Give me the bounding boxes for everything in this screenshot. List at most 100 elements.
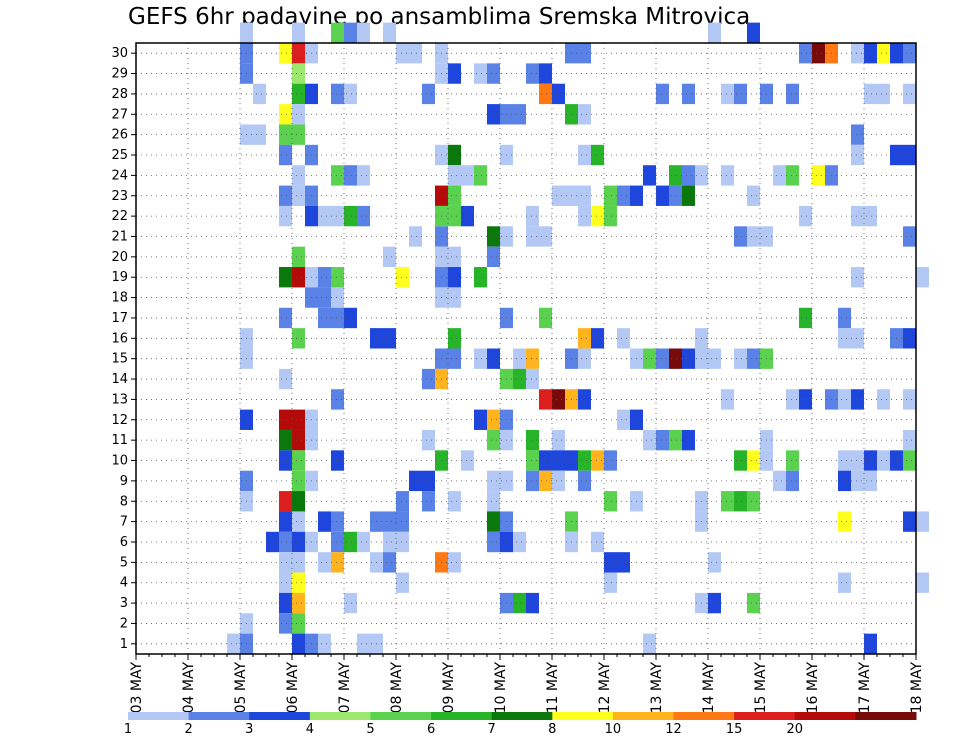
precip-cell [513, 104, 526, 125]
x-tick-label: 07 MAY [337, 662, 353, 714]
precip-cell [474, 267, 487, 288]
y-tick-label: 15 [111, 352, 128, 367]
precip-cell [552, 429, 565, 451]
precip-cell [487, 63, 500, 84]
precip-cell [357, 22, 370, 43]
precip-cell [552, 389, 565, 410]
precip-cell [279, 491, 292, 512]
precip-cell [903, 328, 916, 349]
precip-cell [864, 205, 877, 227]
precip-cell [292, 491, 305, 512]
precip-cell [461, 205, 474, 227]
precip-cell [838, 389, 851, 410]
precip-cell [318, 287, 331, 308]
precip-cell [786, 470, 799, 492]
precip-cell [656, 185, 669, 206]
legend-color-swatch [552, 712, 614, 720]
y-tick-label: 4 [120, 576, 128, 591]
precip-cell [344, 83, 357, 105]
precip-cell [539, 450, 552, 471]
precip-cell [292, 124, 305, 145]
precip-cell [461, 165, 474, 186]
x-tick-label: 09 MAY [441, 662, 457, 714]
y-tick-label: 25 [111, 148, 128, 163]
precip-cell [331, 531, 344, 553]
precip-cell [279, 511, 292, 532]
y-tick-label: 17 [111, 311, 128, 326]
precip-cell [487, 511, 500, 532]
precip-cell [747, 592, 760, 614]
precip-cell [396, 267, 409, 288]
precip-cell [851, 267, 864, 288]
precip-cell [487, 226, 500, 247]
precip-cell [838, 328, 851, 349]
precip-cell [656, 348, 669, 369]
legend-level-label: 10 [605, 722, 622, 737]
precip-cell [734, 491, 747, 512]
precip-cell [422, 368, 435, 390]
precip-cell [292, 592, 305, 614]
precip-cell [773, 165, 786, 186]
precip-cell [604, 185, 617, 206]
precip-cell [903, 429, 916, 451]
precip-cell [292, 572, 305, 593]
precip-cell [396, 491, 409, 512]
legend-color-swatch [612, 712, 675, 720]
precip-cell [396, 43, 409, 64]
precip-cell [357, 165, 370, 186]
precip-cell [851, 450, 864, 471]
precip-cell [331, 552, 344, 573]
precip-cell [331, 450, 344, 471]
precip-cell [292, 246, 305, 268]
precip-cell [877, 43, 890, 64]
precip-cell [279, 409, 292, 430]
precip-cell [604, 450, 617, 471]
precip-cell [708, 22, 721, 43]
legend-color-swatch [128, 712, 190, 720]
precip-cell [851, 43, 864, 64]
precip-cell [734, 348, 747, 369]
precip-cell [877, 83, 890, 105]
precip-cell [747, 22, 760, 43]
precip-cell [851, 124, 864, 145]
precip-cell [279, 124, 292, 145]
precip-cell [513, 348, 526, 369]
y-tick-label: 22 [111, 209, 128, 224]
precip-cell [578, 328, 591, 349]
precip-cell [903, 226, 916, 247]
y-tick-label: 26 [111, 128, 128, 143]
precip-cell [591, 450, 604, 471]
precip-cell [344, 307, 357, 329]
precip-cell [877, 389, 890, 410]
precip-cell [786, 389, 799, 410]
y-tick-label: 30 [111, 46, 128, 61]
precip-cell [487, 491, 500, 512]
y-tick-label: 11 [111, 433, 128, 448]
precip-cell [383, 22, 396, 43]
x-tick-label: 08 MAY [389, 662, 405, 714]
precip-cell [617, 185, 630, 206]
precip-cell [292, 552, 305, 573]
precip-cell [643, 429, 656, 451]
precip-cell [292, 267, 305, 288]
x-tick-label: 05 MAY [233, 662, 249, 714]
precip-cell [344, 165, 357, 186]
precip-cell [513, 592, 526, 614]
y-tick-label: 28 [111, 87, 128, 102]
x-tick-label: 16 MAY [805, 662, 821, 714]
x-tick-label: 04 MAY [181, 662, 197, 714]
precip-cell [279, 144, 292, 166]
precip-cell [786, 83, 799, 105]
precip-cell [422, 83, 435, 105]
x-tick-label: 06 MAY [285, 662, 301, 714]
y-tick-label: 3 [120, 596, 128, 611]
precip-cell [292, 511, 305, 532]
precip-cell [279, 104, 292, 125]
x-tick-label: 12 MAY [597, 662, 613, 714]
precip-cell [292, 633, 305, 654]
precip-cell [838, 470, 851, 492]
precip-cell [383, 246, 396, 268]
legend-level-label: 5 [366, 722, 374, 737]
precip-cell [448, 63, 461, 84]
precip-cell [461, 450, 474, 471]
